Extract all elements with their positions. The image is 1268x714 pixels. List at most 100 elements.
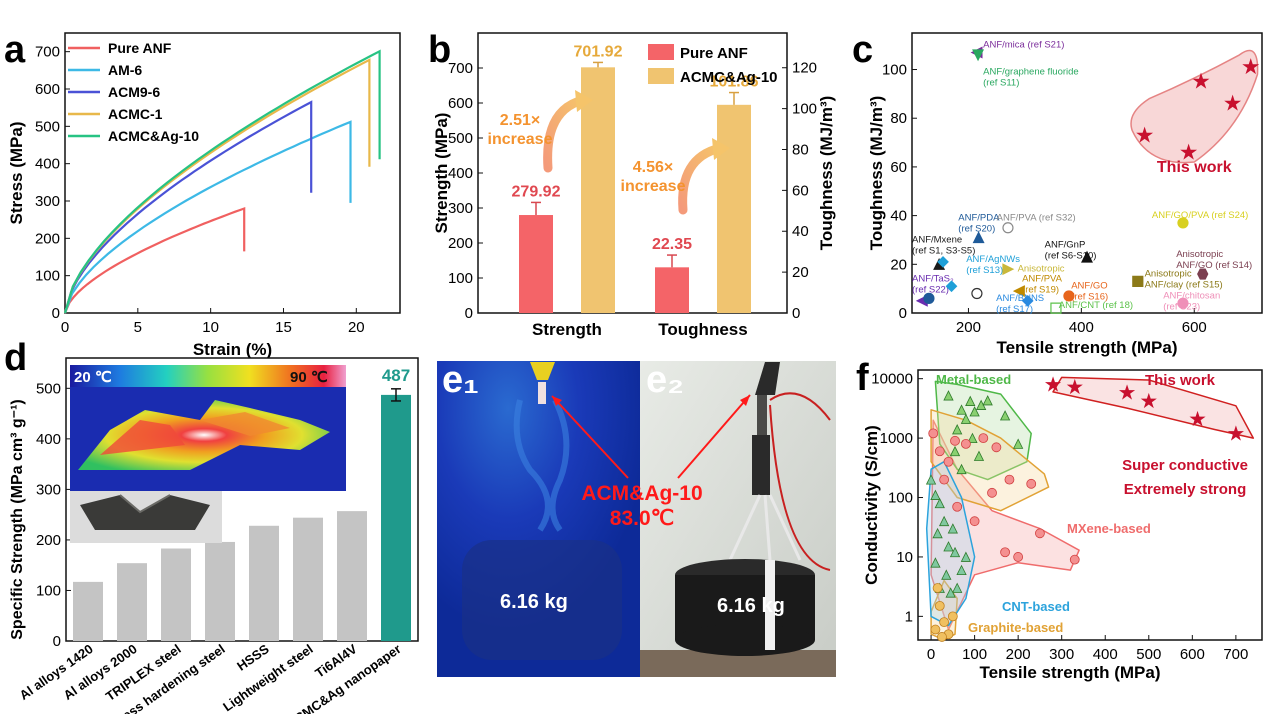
f-cnt-point — [925, 474, 937, 485]
a-x-tick-label: 5 — [134, 319, 142, 336]
d-y-tick-label: 200 — [36, 532, 61, 549]
c-this-work-region — [1130, 49, 1259, 164]
thermal-hotspot — [78, 400, 330, 470]
f-metal-point — [999, 410, 1011, 421]
f-this-work-star: ★ — [1226, 422, 1245, 445]
c-point-label: ANF/PVA — [1022, 273, 1063, 284]
b-y-tick-label-left: 400 — [448, 165, 473, 182]
c-data-marker — [1002, 222, 1014, 234]
c-data-marker — [1197, 268, 1209, 280]
f-metal-point — [973, 450, 985, 461]
c-point-label: ANF/GnP — [1045, 239, 1086, 250]
d-highlight-value: 487 — [382, 366, 410, 385]
a-y-tick-label: 0 — [52, 305, 60, 322]
c-point-label: ANF/GO/PVA (ref S24) — [1152, 210, 1248, 221]
e2-strings — [728, 494, 802, 561]
b-y-tick-label-right: 20 — [792, 264, 809, 281]
c-point-label: ANF/BNNS — [996, 293, 1044, 304]
e2-weight-label: 6.16 kg — [717, 595, 785, 617]
c-x-tick-label: 400 — [1069, 319, 1094, 336]
c-data-marker — [1132, 275, 1144, 287]
panel-b-letter: b — [428, 29, 451, 71]
c-data-marker — [945, 280, 958, 293]
d-bar — [117, 563, 147, 641]
f-graphite-label: Graphite-based — [968, 620, 1063, 635]
d-y-tick-label: 300 — [36, 481, 61, 498]
a-y-tick-label: 400 — [35, 156, 60, 173]
f-cnt-point — [947, 523, 958, 534]
b-legend-label: ACMC&Ag-10 — [680, 69, 778, 86]
f-mxene-point — [987, 487, 997, 498]
f-this-work-label: This work — [1145, 372, 1216, 389]
c-data-marker — [972, 49, 985, 62]
f-y-axis-label: Conductivity (S/cm) — [862, 425, 881, 585]
f-x-tick-label: 200 — [1006, 646, 1031, 663]
f-cnt-point — [945, 587, 956, 598]
f-x-tick-label: 500 — [1136, 646, 1161, 663]
c-this-work-star: ★ — [1179, 139, 1199, 164]
c-x-tick-label: 600 — [1182, 319, 1207, 336]
c-data-marker — [1021, 294, 1034, 307]
paper-boat-fold — [119, 494, 171, 514]
f-graphite-point — [939, 617, 950, 628]
thermal-colorbar — [70, 365, 346, 387]
panel-c-ashby-scatter: c 200 400 600 0 20 40 60 80 100 Tensile strength … — [852, 29, 1263, 357]
c-y-tick-label: 60 — [890, 159, 907, 176]
b-increase-arrowhead — [575, 90, 593, 112]
c-point-label-ref: (ref S20) — [958, 223, 995, 234]
e2-weight-bottom — [675, 624, 815, 656]
b-y-tick-label-right: 120 — [792, 60, 817, 77]
f-y-tick-label: 1 — [905, 608, 913, 625]
f-x-axis-label: Tensile strength (MPa) — [979, 663, 1160, 682]
a-x-tick-label: 0 — [61, 319, 69, 336]
f-mxene-point — [934, 446, 945, 457]
c-data-marker — [1063, 290, 1075, 302]
b-category-label: Toughness — [658, 320, 747, 339]
f-cnt-point — [960, 551, 972, 562]
d-bar — [381, 394, 411, 641]
b-y-tick-label-right: 0 — [792, 305, 800, 322]
a-y-tick-label: 600 — [35, 81, 60, 98]
f-metal-point — [956, 463, 967, 475]
f-metal-point — [967, 432, 978, 444]
f-x-tick-label: 0 — [927, 646, 935, 663]
c-point-label-ref: (ref S6-S10) — [1045, 250, 1097, 261]
f-x-tick-label: 700 — [1223, 646, 1248, 663]
d-bar — [161, 548, 191, 641]
a-legend-label: Pure ANF — [108, 40, 172, 56]
red-arrowhead-right — [740, 395, 750, 406]
thermal-warm-region — [200, 412, 290, 436]
f-cnt-point — [943, 541, 954, 552]
c-point-label-ref: (ref S11) — [983, 77, 1019, 88]
f-graphite-point — [937, 632, 947, 642]
f-this-work-star: ★ — [1044, 373, 1063, 396]
f-graphite-point — [947, 611, 958, 622]
c-y-tick-label: 0 — [899, 305, 907, 322]
b-legend-label: Pure ANF — [680, 45, 748, 62]
f-mxene-region — [930, 419, 1080, 631]
f-cnt-point — [956, 564, 967, 576]
e2-top-clamp — [755, 362, 780, 395]
a-y-axis-label: Stress (MPa) — [7, 122, 26, 225]
a-y-tick-label: 200 — [35, 230, 60, 247]
f-x-tick-label: 400 — [1093, 646, 1118, 663]
b-y-tick-label-right: 40 — [792, 223, 809, 240]
b-bar — [655, 267, 689, 313]
ir-clamp-hot — [530, 362, 555, 380]
c-point-label-ref: (ref S13) — [966, 265, 1003, 276]
c-point-label: Anisotropic — [1176, 249, 1223, 260]
f-y-tick-label: 100 — [888, 490, 913, 507]
a-x-tick-label: 15 — [275, 319, 292, 336]
panel-e1-infrared-photo: 6.16 kg e₁ — [437, 359, 640, 677]
f-metal-point — [956, 404, 967, 415]
b-y-tick-label-left: 700 — [448, 60, 473, 77]
b-category-label: Strength — [532, 320, 602, 339]
sample-name-label: ACM&Ag-10 — [581, 482, 702, 505]
c-point-label: Anisotropic — [1145, 268, 1192, 279]
b-data-label: 279.92 — [512, 183, 561, 200]
paper-boat-shape — [80, 495, 210, 530]
a-series-line — [63, 100, 313, 314]
c-point-label: ANF/Mxene — [912, 234, 962, 245]
